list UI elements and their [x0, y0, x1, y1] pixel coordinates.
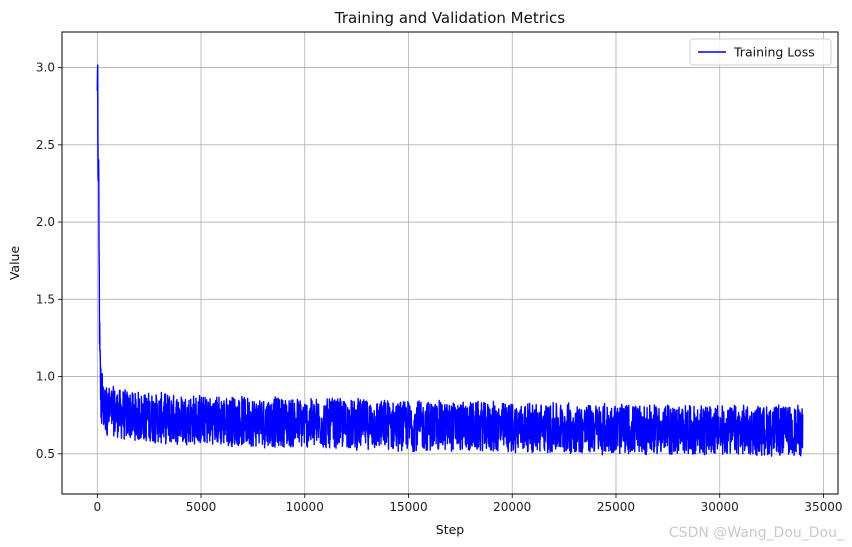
- y-tick-label: 3.0: [36, 61, 55, 75]
- y-tick-label: 2.0: [36, 215, 55, 229]
- watermark-text: CSDN @Wang_Dou_Dou_: [668, 525, 844, 541]
- x-tick-label: 20000: [493, 500, 531, 514]
- x-tick-label: 35000: [804, 500, 842, 514]
- x-tick-label: 25000: [597, 500, 635, 514]
- y-tick-label: 1.0: [36, 370, 55, 384]
- x-tick-label: 10000: [286, 500, 324, 514]
- y-tick-label: 1.5: [36, 292, 55, 306]
- x-tick-label: 0: [93, 500, 101, 514]
- x-tick-label: 15000: [389, 500, 427, 514]
- legend: Training Loss: [689, 38, 832, 66]
- plot-area-frame: [61, 31, 839, 495]
- chart-title: Training and Validation Metrics: [334, 9, 565, 27]
- grid-lines: [62, 32, 838, 494]
- legend-box: [689, 38, 832, 66]
- legend-label-training-loss: Training Loss: [733, 45, 815, 60]
- axis-ticks: 0 5000 10000 15000 20000 25000 30000 35000 0.5 1.…: [36, 61, 843, 514]
- x-tick-label: 30000: [701, 500, 739, 514]
- y-tick-label: 2.5: [36, 138, 55, 152]
- y-axis-label: Value: [7, 246, 22, 281]
- training-loss-line: [96, 64, 804, 457]
- y-tick-label: 0.5: [36, 447, 55, 461]
- x-tick-label: 5000: [186, 500, 217, 514]
- series-layer: [96, 64, 804, 457]
- x-axis-label: Step: [436, 522, 465, 537]
